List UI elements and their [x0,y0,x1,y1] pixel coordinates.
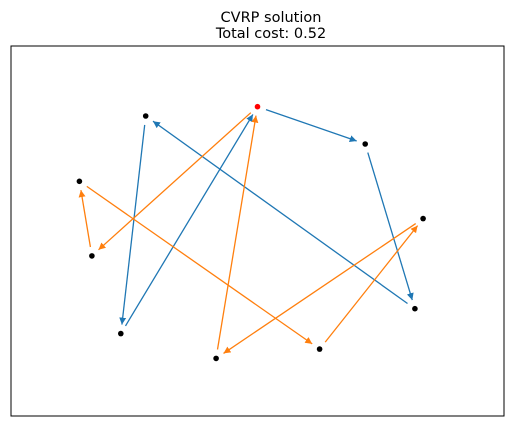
customer-point-4 [89,253,95,259]
customer-point-8 [213,355,219,362]
route-1-edge-5 [124,114,254,327]
route-2-edge-1 [98,112,252,251]
plot-area-frame [10,45,505,417]
customer-point-3 [76,178,83,185]
customer-point-2 [362,141,369,147]
customer-point-9 [316,346,323,352]
route-2-edge-2 [78,189,92,248]
route-1-edge-4 [119,124,146,325]
route-1-edge-1 [265,108,357,143]
route-2-edge-6 [216,115,259,350]
customer-point-7 [118,330,124,337]
route-2-edge-5 [223,223,417,354]
route-1-edge-2 [367,152,414,301]
depot-point [254,103,261,110]
chart-title: CVRP solution [221,10,322,26]
chart-subtitle: Total cost: 0.52 [215,26,326,42]
route-2-edge-4 [324,225,419,343]
route-2-edge-3 [86,185,313,345]
customer-point-5 [420,215,426,222]
routes-layer [78,108,419,354]
customer-point-6 [412,305,418,312]
route-1-edge-3 [152,120,408,305]
points-layer [76,103,426,362]
customer-point-1 [142,113,149,119]
